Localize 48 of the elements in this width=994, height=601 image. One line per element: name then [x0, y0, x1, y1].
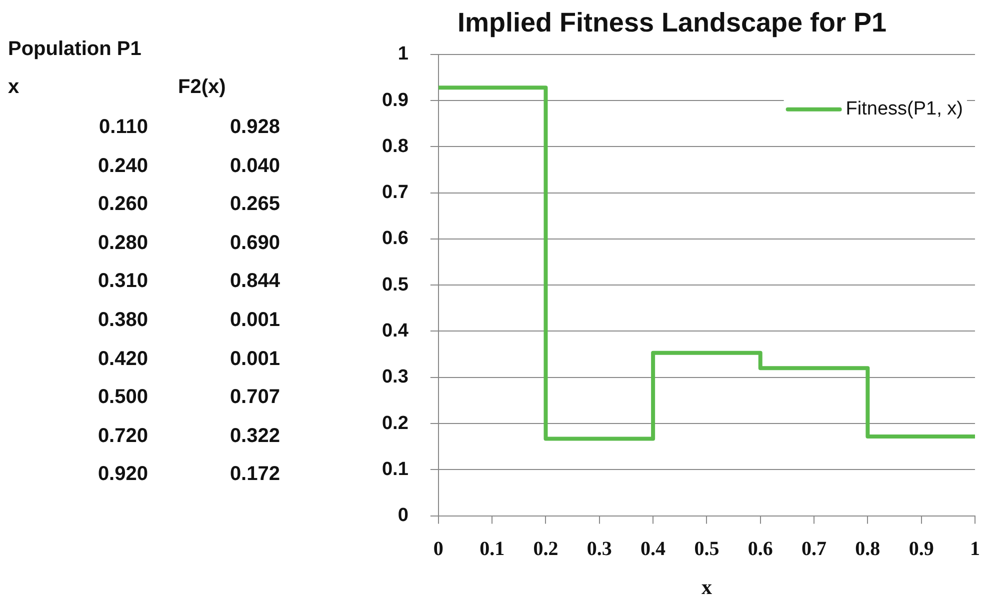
- x-axis-title: x: [701, 574, 712, 599]
- data-label: 0.322: [228, 424, 280, 449]
- y-tick-label: 0.7: [382, 182, 408, 204]
- data-label: 0.690: [228, 230, 280, 256]
- y-tick-label: 0.4: [382, 320, 409, 342]
- y-tick-label: 0.3: [382, 366, 408, 388]
- y-tick-label: 0.6: [382, 228, 408, 250]
- data-label: 0.172: [228, 462, 280, 488]
- data-label: 0.928: [228, 115, 280, 140]
- category-label: 0.380: [96, 308, 148, 333]
- text: x: [8, 75, 20, 100]
- data-label: 0.001: [228, 346, 280, 372]
- category-label: 0.920: [96, 462, 148, 488]
- data-label: 0.265: [228, 192, 280, 218]
- y-tick-label: 0.5: [382, 274, 409, 296]
- category-label: 0.720: [96, 424, 148, 449]
- y-tick-label: 0.8: [382, 136, 408, 157]
- x-tick-label: 0.2: [533, 538, 558, 560]
- chart-title: Implied Fitness Landscape for P1: [457, 8, 887, 38]
- category-label: 0.310: [96, 269, 148, 294]
- x-tick-label: 0.9: [908, 538, 934, 560]
- category-label: 0.110: [98, 115, 148, 140]
- category-label: 0.260: [96, 192, 148, 218]
- category-label: 0.500: [96, 385, 148, 410]
- x-tick-label: 0.7: [802, 538, 827, 560]
- legend-label: Fitness(P1, x): [846, 98, 963, 120]
- y-tick-label: 0: [398, 505, 408, 526]
- x-tick-label: 0: [433, 538, 444, 560]
- category-label: 0.240: [96, 154, 148, 179]
- y-tick-label: 0.1: [382, 458, 409, 480]
- text: Population P1: [8, 37, 142, 62]
- category-label: 0.280: [96, 230, 148, 256]
- y-tick-label: 0.2: [382, 412, 408, 434]
- data-label: 0.707: [228, 385, 280, 410]
- data-label: 0.040: [228, 154, 280, 179]
- x-tick-label: 0.4: [640, 538, 666, 560]
- text: F2(x): [178, 75, 226, 100]
- y-tick-label: 0.9: [382, 90, 408, 111]
- x-tick-label: 0.1: [480, 538, 505, 560]
- x-tick-label: 0.5: [694, 538, 720, 560]
- x-tick-label: 1: [970, 538, 980, 560]
- y-tick-label: 1: [398, 44, 409, 65]
- category-label: 0.420: [96, 346, 148, 372]
- x-tick-label: 0.6: [748, 538, 773, 560]
- data-label: 0.001: [228, 308, 280, 333]
- data-label: 0.844: [228, 269, 280, 294]
- x-tick-label: 0.3: [586, 538, 612, 560]
- x-tick-label: 0.8: [855, 538, 880, 560]
